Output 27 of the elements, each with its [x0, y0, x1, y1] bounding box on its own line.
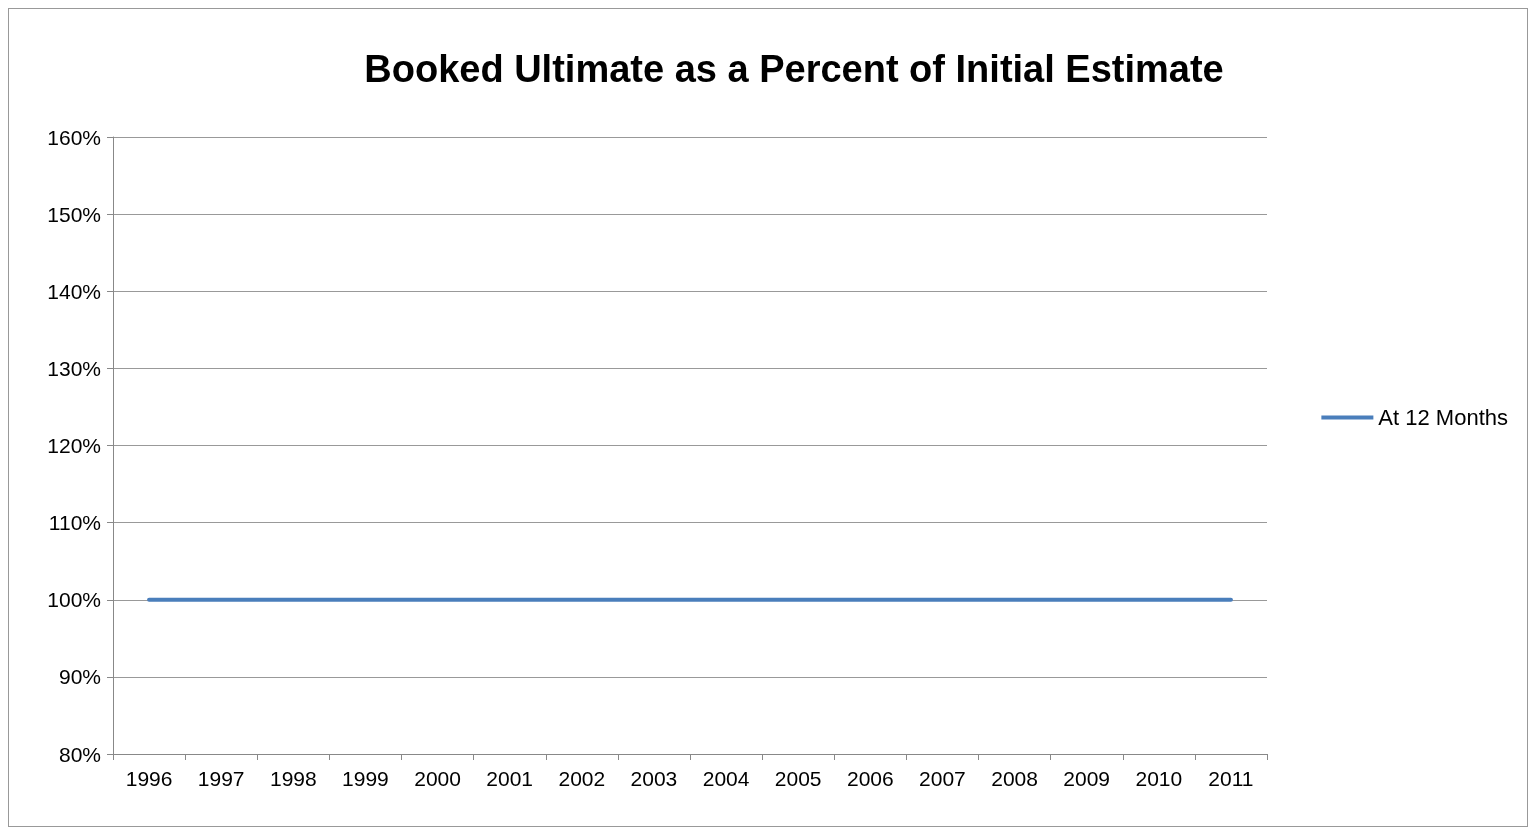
x-tick-label: 1999 [342, 767, 389, 790]
x-tick-label: 1996 [125, 767, 173, 790]
x-tick-label: 2005 [774, 767, 822, 790]
x-tick-label: 2001 [486, 767, 534, 790]
y-tick-label: 100% [47, 588, 101, 612]
x-tick-label: 2004 [702, 767, 750, 790]
x-tick-label: 2002 [558, 767, 606, 790]
x-tick-label: 2007 [919, 767, 966, 790]
x-tick-label: 2009 [1063, 767, 1111, 790]
y-tick-label: 110% [48, 511, 101, 535]
legend-label: At 12 Months [1378, 405, 1509, 430]
y-tick-label: 140% [47, 279, 101, 303]
x-tick-label: 2006 [846, 767, 894, 790]
x-tick-label: 2003 [630, 767, 678, 790]
x-tick-label: 1997 [197, 767, 245, 790]
x-tick-label: 2010 [1135, 767, 1183, 790]
x-tick-label: 1998 [269, 767, 317, 790]
y-tick-label: 80% [58, 742, 101, 766]
chart-title: Booked Ultimate as a Percent of Initial Estimate [364, 48, 1224, 90]
y-tick-label: 160% [47, 125, 101, 149]
y-tick-label: 120% [47, 434, 101, 457]
x-tick-label: 2011 [1208, 767, 1254, 790]
y-tick-label: 130% [47, 356, 101, 380]
y-tick-label: 90% [58, 665, 101, 689]
x-tick-label: 2000 [414, 767, 461, 790]
x-tick-label: 2008 [991, 767, 1038, 790]
y-tick-label: 150% [47, 202, 101, 226]
